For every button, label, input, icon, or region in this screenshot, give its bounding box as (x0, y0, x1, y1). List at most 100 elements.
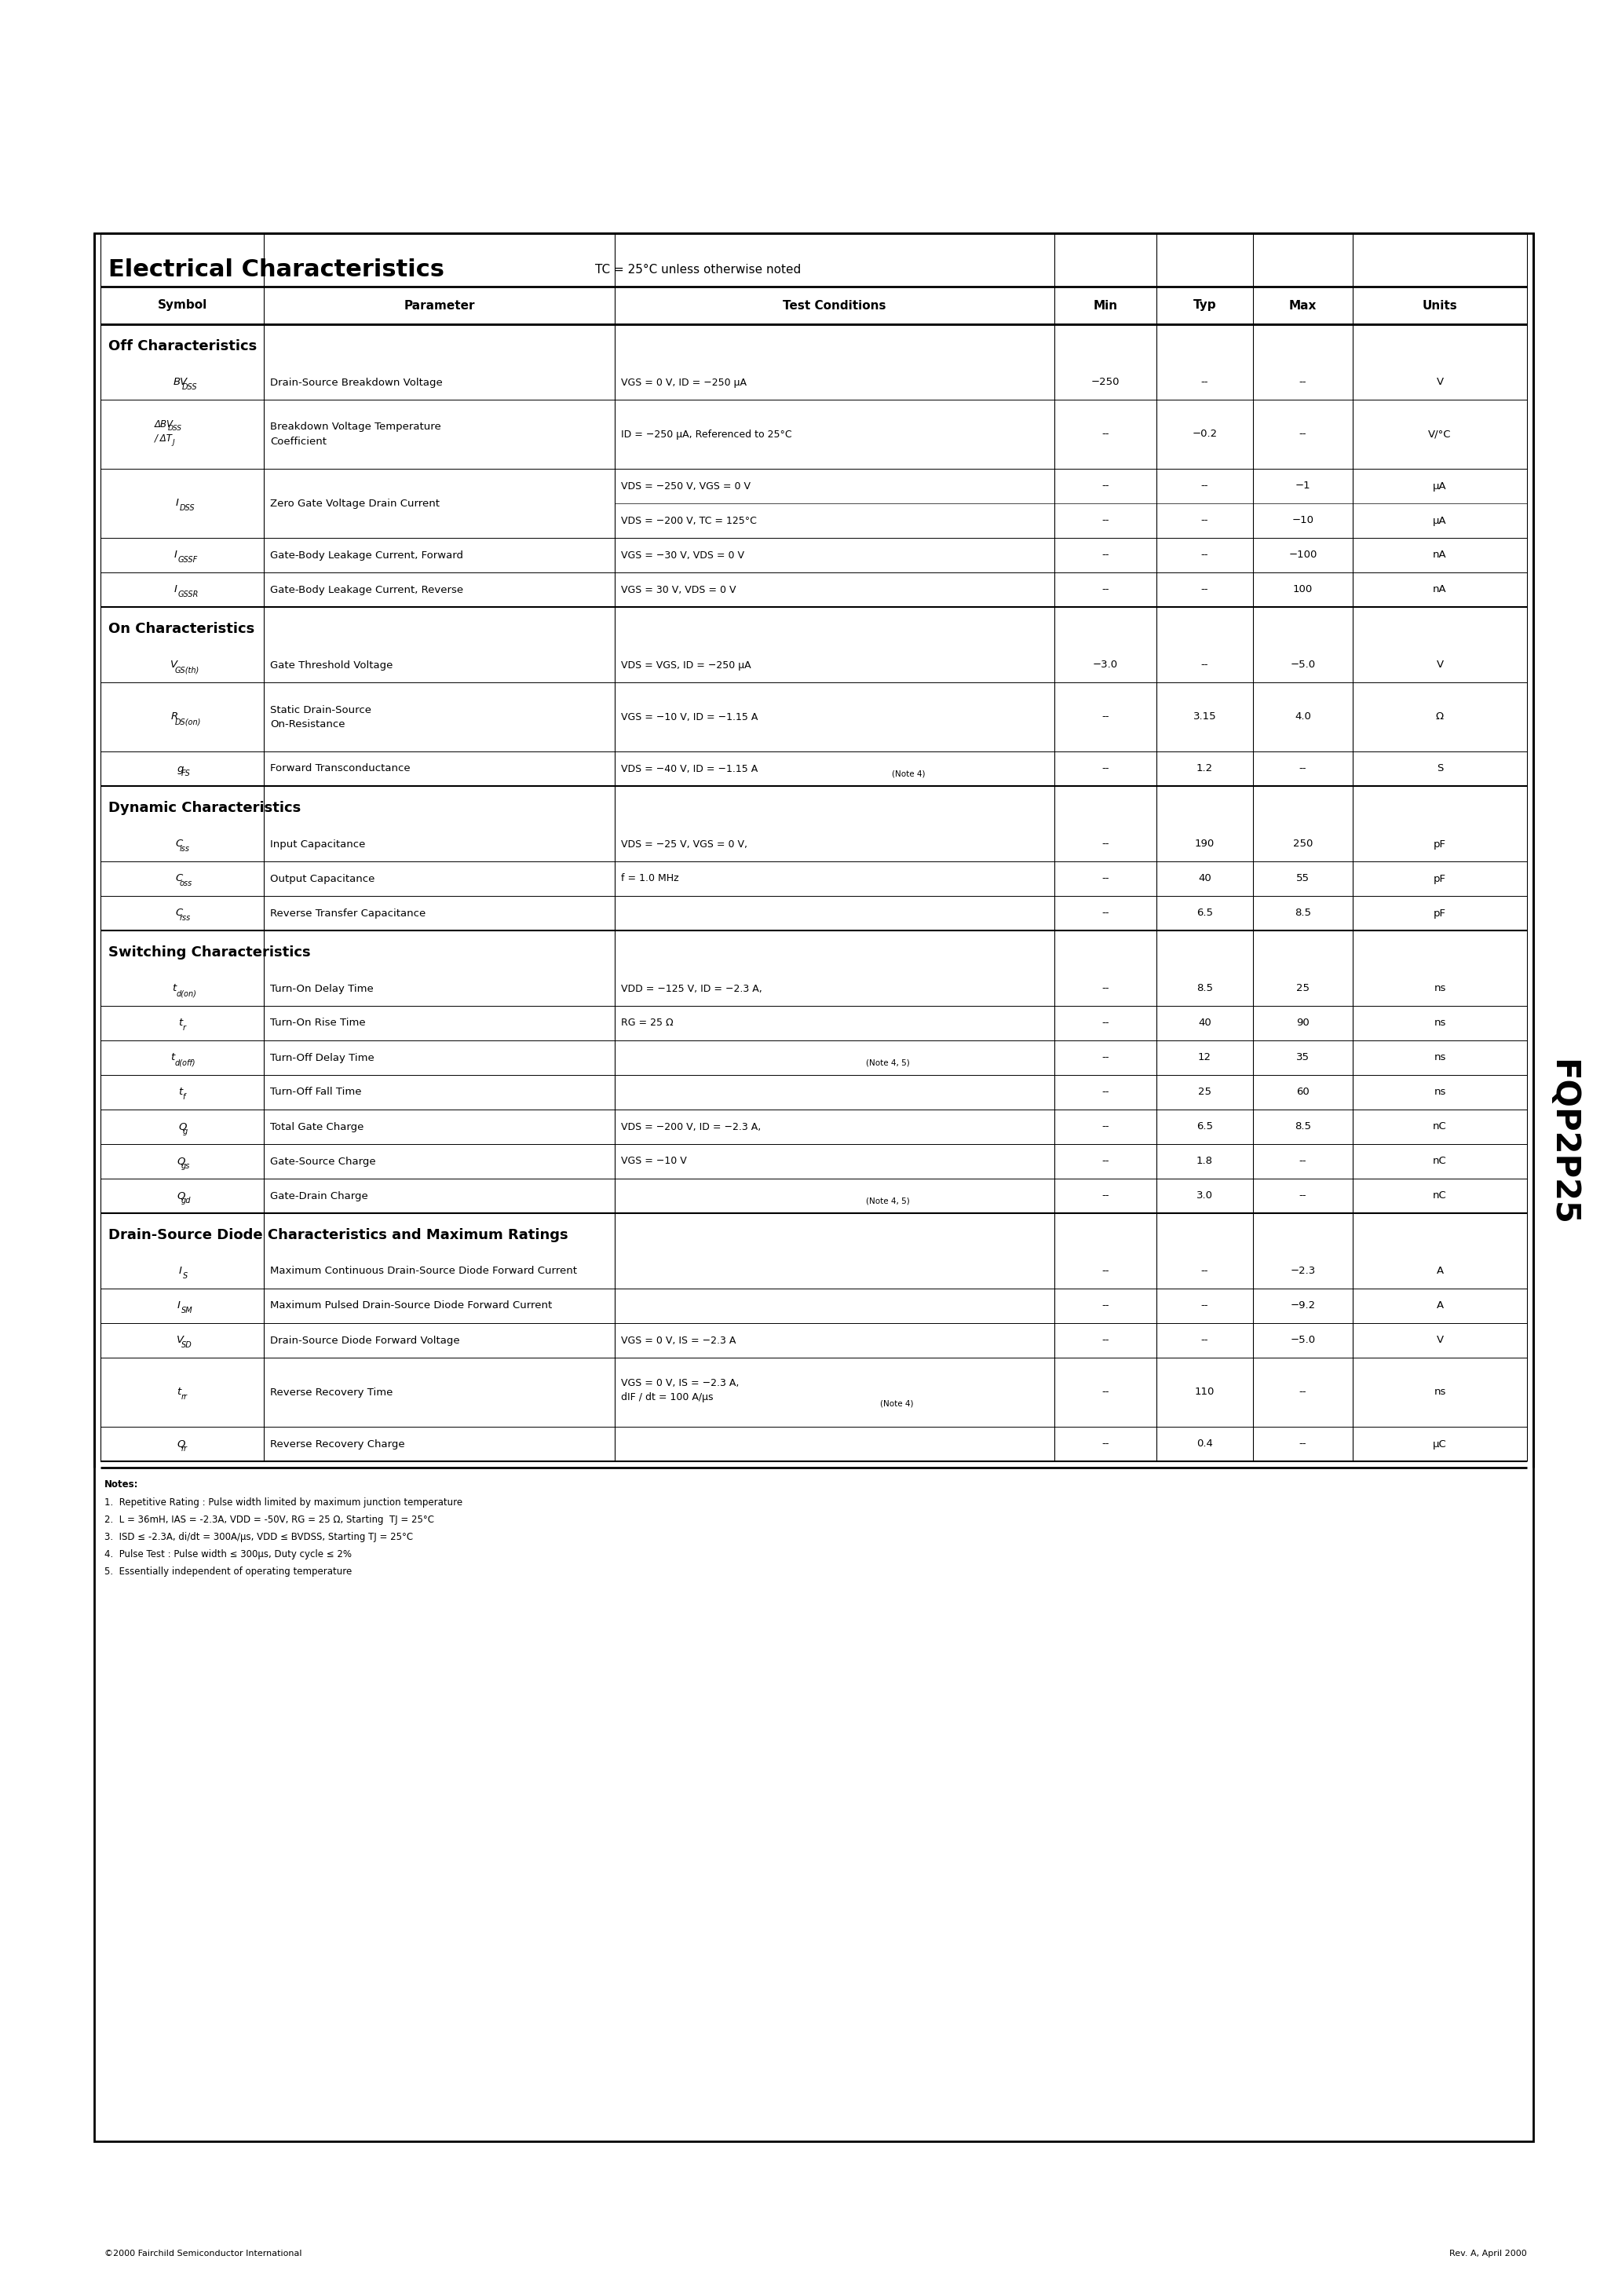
Text: 8.5: 8.5 (1197, 983, 1213, 994)
Text: nA: nA (1432, 551, 1447, 560)
Text: nC: nC (1432, 1192, 1447, 1201)
Text: BV: BV (174, 377, 188, 388)
Text: Gate-Body Leakage Current, Reverse: Gate-Body Leakage Current, Reverse (271, 585, 464, 595)
Text: Turn-On Delay Time: Turn-On Delay Time (271, 983, 373, 994)
Text: 35: 35 (1296, 1052, 1309, 1063)
Text: rr: rr (182, 1444, 188, 1453)
Text: --: -- (1200, 1336, 1208, 1345)
Text: Typ: Typ (1194, 298, 1216, 312)
Text: Electrical Characteristics: Electrical Characteristics (109, 257, 444, 280)
Text: --: -- (1101, 1265, 1109, 1277)
Text: Notes:: Notes: (104, 1479, 138, 1490)
Text: FQP2P25: FQP2P25 (1546, 1058, 1578, 1226)
Text: −100: −100 (1288, 551, 1317, 560)
Text: 3.0: 3.0 (1197, 1192, 1213, 1201)
Text: ns: ns (1434, 1052, 1445, 1063)
Text: S: S (1437, 765, 1444, 774)
Text: dIF / dt = 100 A/μs: dIF / dt = 100 A/μs (621, 1394, 714, 1403)
Text: A: A (1435, 1265, 1444, 1277)
Text: Switching Characteristics: Switching Characteristics (109, 946, 310, 960)
Text: --: -- (1101, 838, 1109, 850)
Text: t: t (170, 1052, 175, 1063)
Text: −3.0: −3.0 (1093, 659, 1118, 670)
Text: ns: ns (1434, 1086, 1445, 1097)
Text: Rev. A, April 2000: Rev. A, April 2000 (1450, 2250, 1526, 2257)
Text: t: t (178, 1086, 183, 1097)
Text: V: V (170, 659, 178, 670)
Text: 190: 190 (1195, 838, 1215, 850)
Text: 8.5: 8.5 (1294, 909, 1311, 918)
Text: --: -- (1299, 1440, 1307, 1449)
Text: 5.  Essentially independent of operating temperature: 5. Essentially independent of operating … (104, 1566, 352, 1577)
Text: 60: 60 (1296, 1086, 1309, 1097)
Text: --: -- (1101, 1192, 1109, 1201)
Text: GSSF: GSSF (178, 556, 198, 565)
Text: --: -- (1299, 1387, 1307, 1398)
Text: (Note 4): (Note 4) (892, 769, 925, 778)
Text: Dynamic Characteristics: Dynamic Characteristics (109, 801, 302, 815)
Text: 25: 25 (1296, 983, 1309, 994)
Text: V: V (1435, 1336, 1444, 1345)
Text: t: t (178, 1017, 183, 1029)
Text: Turn-On Rise Time: Turn-On Rise Time (271, 1017, 365, 1029)
Text: --: -- (1101, 1052, 1109, 1063)
Text: Drain-Source Breakdown Voltage: Drain-Source Breakdown Voltage (271, 377, 443, 388)
Text: ns: ns (1434, 1387, 1445, 1398)
Text: Q: Q (178, 1123, 187, 1132)
Text: DSS: DSS (167, 425, 182, 432)
Text: 25: 25 (1199, 1086, 1212, 1097)
Text: 1.  Repetitive Rating : Pulse width limited by maximum junction temperature: 1. Repetitive Rating : Pulse width limit… (104, 1497, 462, 1506)
Text: DS(on): DS(on) (175, 719, 201, 726)
Text: SM: SM (182, 1306, 193, 1316)
Text: nC: nC (1432, 1157, 1447, 1166)
Text: (Note 4, 5): (Note 4, 5) (866, 1199, 910, 1205)
Text: Gate Threshold Voltage: Gate Threshold Voltage (271, 659, 393, 670)
Text: --: -- (1101, 1157, 1109, 1166)
Text: 4.  Pulse Test : Pulse width ≤ 300μs, Duty cycle ≤ 2%: 4. Pulse Test : Pulse width ≤ 300μs, Dut… (104, 1550, 352, 1559)
Text: / ΔT: / ΔT (154, 434, 172, 443)
Text: Ω: Ω (1435, 712, 1444, 721)
Text: −1: −1 (1294, 480, 1311, 491)
Text: On-Resistance: On-Resistance (271, 719, 345, 730)
Text: --: -- (1101, 517, 1109, 526)
Text: −0.2: −0.2 (1192, 429, 1218, 439)
Text: Parameter: Parameter (404, 298, 475, 312)
Bar (94, 234, 1533, 2142)
Text: Reverse Recovery Time: Reverse Recovery Time (271, 1387, 393, 1398)
Text: Test Conditions: Test Conditions (783, 298, 886, 312)
Text: VGS = 30 V, VDS = 0 V: VGS = 30 V, VDS = 0 V (621, 585, 736, 595)
Text: VDS = −25 V, VGS = 0 V,: VDS = −25 V, VGS = 0 V, (621, 838, 748, 850)
Text: −5.0: −5.0 (1289, 1336, 1315, 1345)
Text: oss: oss (180, 879, 193, 886)
Text: 6.5: 6.5 (1197, 1123, 1213, 1132)
Text: Q: Q (177, 1157, 185, 1166)
Text: Total Gate Charge: Total Gate Charge (271, 1123, 363, 1132)
Text: --: -- (1299, 1192, 1307, 1201)
Text: 1.2: 1.2 (1197, 765, 1213, 774)
Text: --: -- (1200, 659, 1208, 670)
Text: 12: 12 (1199, 1052, 1212, 1063)
Text: 3.15: 3.15 (1194, 712, 1216, 721)
Text: --: -- (1101, 480, 1109, 491)
Text: --: -- (1299, 429, 1307, 439)
Text: I: I (174, 551, 177, 560)
Text: ns: ns (1434, 1017, 1445, 1029)
Text: --: -- (1200, 377, 1208, 388)
Text: t: t (177, 1387, 182, 1398)
Text: VDD = −125 V, ID = −2.3 A,: VDD = −125 V, ID = −2.3 A, (621, 983, 762, 994)
Text: VGS = −10 V: VGS = −10 V (621, 1157, 686, 1166)
Text: V: V (177, 1336, 183, 1345)
Text: 1.8: 1.8 (1197, 1157, 1213, 1166)
Text: --: -- (1101, 765, 1109, 774)
Text: Min: Min (1093, 298, 1118, 312)
Text: VDS = −250 V, VGS = 0 V: VDS = −250 V, VGS = 0 V (621, 480, 751, 491)
Text: --: -- (1299, 765, 1307, 774)
Text: 90: 90 (1296, 1017, 1309, 1029)
Text: rr: rr (182, 1394, 188, 1401)
Text: SD: SD (182, 1341, 191, 1350)
Text: --: -- (1101, 1086, 1109, 1097)
Text: On Characteristics: On Characteristics (109, 622, 255, 636)
Text: nC: nC (1432, 1123, 1447, 1132)
Text: --: -- (1200, 517, 1208, 526)
Text: VDS = −200 V, ID = −2.3 A,: VDS = −200 V, ID = −2.3 A, (621, 1123, 761, 1132)
